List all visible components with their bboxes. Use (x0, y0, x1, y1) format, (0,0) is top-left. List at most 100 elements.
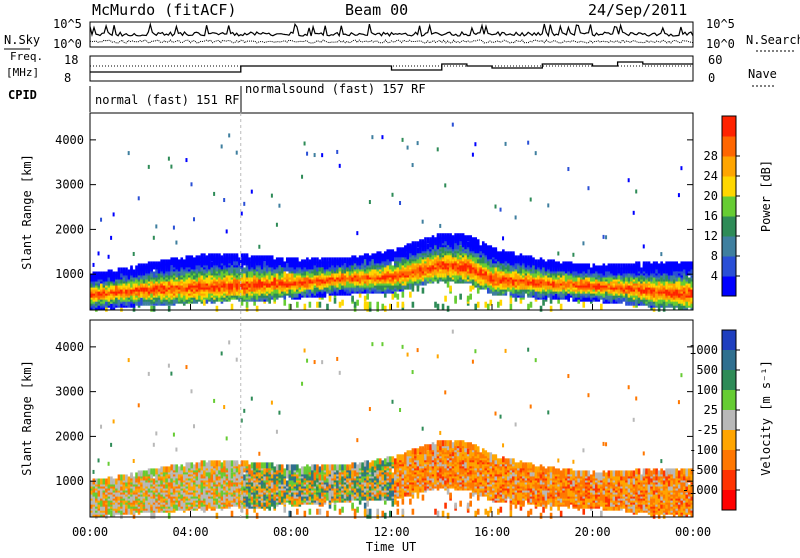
power-cell (203, 253, 206, 259)
power-cell (233, 253, 236, 259)
power-cell (336, 257, 339, 263)
power-cell (457, 233, 460, 239)
power-cell (321, 257, 324, 263)
power-scatter (108, 255, 110, 259)
power-cell (283, 300, 286, 306)
power-cell (670, 261, 673, 267)
power-cell (263, 255, 266, 261)
power-cell (442, 304, 445, 310)
power-cell (484, 243, 487, 249)
power-cell (547, 259, 550, 265)
power-cell (633, 263, 636, 269)
power-scatter (557, 251, 559, 255)
velocity-cell (140, 505, 143, 511)
power-cell (434, 302, 437, 308)
velocity-cell (120, 474, 123, 480)
power-cell (231, 253, 234, 259)
power-cell (296, 302, 299, 308)
velocity-scatter (148, 372, 150, 376)
power-cell (203, 300, 206, 306)
nsky-line (90, 24, 693, 36)
power-cell (673, 261, 676, 267)
beam-title: Beam 00 (345, 1, 408, 19)
power-cell (386, 249, 389, 255)
power-cell (459, 294, 462, 300)
power-cell (412, 302, 415, 308)
freq-line (90, 62, 693, 72)
power-scatter (472, 153, 474, 157)
nsearch-tick-low: 10^0 (706, 37, 735, 51)
power-scatter (547, 203, 549, 207)
power-cell (560, 263, 563, 269)
power-cell (168, 306, 171, 312)
power-cell (397, 294, 400, 300)
power-cell (163, 259, 166, 265)
power-cell (444, 296, 447, 302)
power-scatter (605, 235, 607, 239)
power-cell (309, 302, 312, 308)
power-cell (243, 267, 246, 273)
power-scatter (633, 211, 635, 215)
power-cell (170, 257, 173, 263)
power-cell (243, 253, 246, 259)
power-cell (437, 233, 440, 239)
power-cell (246, 302, 249, 308)
freq-tick-high: 18 (64, 53, 78, 67)
power-scatter (452, 123, 454, 127)
power-cell (231, 304, 234, 310)
power-cell (384, 251, 387, 257)
power-cell (211, 261, 214, 267)
power-cell (344, 263, 347, 269)
power-scatter (271, 194, 273, 198)
power-cell (660, 261, 663, 267)
ytick-label: 2000 (55, 222, 84, 236)
nave-tick-low: 0 (708, 71, 715, 85)
cpid-segment-1: normal (fast) 151 RF (95, 93, 240, 107)
velocity-cell (150, 513, 153, 519)
power-cell (487, 304, 490, 310)
power-cell (527, 255, 530, 261)
power-scatter (170, 165, 172, 169)
ytick-label: 3000 (55, 178, 84, 192)
power-cell (173, 257, 176, 263)
power-cell (434, 237, 437, 243)
power-cell (278, 257, 281, 263)
power-cell (341, 300, 344, 306)
power-scatter (276, 223, 278, 227)
power-cell (424, 237, 427, 243)
power-cell (540, 306, 543, 312)
velocity-scatter (93, 470, 95, 474)
power-cell (100, 271, 103, 277)
power-cell (356, 300, 359, 306)
velocity-cell (103, 478, 106, 484)
power-cell (510, 251, 513, 257)
power-cell (492, 247, 495, 253)
power-scatter (228, 133, 230, 137)
power-cell (467, 296, 470, 302)
power-cell (339, 257, 342, 263)
power-scatter (98, 251, 100, 255)
power-scatter (110, 236, 112, 240)
power-scatter (567, 167, 569, 171)
power-cell (477, 302, 480, 308)
power-cell (585, 263, 588, 269)
power-cell (218, 253, 221, 259)
power-cell (527, 304, 530, 310)
power-cell (288, 257, 291, 263)
power-scatter (369, 200, 371, 204)
velocity-cell (125, 474, 128, 480)
power-scatter (381, 135, 383, 139)
power-cell (168, 259, 171, 265)
velocity-cell (110, 476, 113, 482)
velocity-cell (128, 476, 131, 482)
power-cell (404, 245, 407, 251)
power-cell (545, 261, 548, 267)
power-cell (273, 259, 276, 265)
power-cell (658, 263, 661, 269)
power-cell (246, 253, 249, 259)
power-cell (469, 294, 472, 300)
power-cell (148, 261, 151, 267)
velocity-cell (143, 470, 146, 476)
power-cell (605, 265, 608, 271)
power-cell (188, 255, 191, 261)
